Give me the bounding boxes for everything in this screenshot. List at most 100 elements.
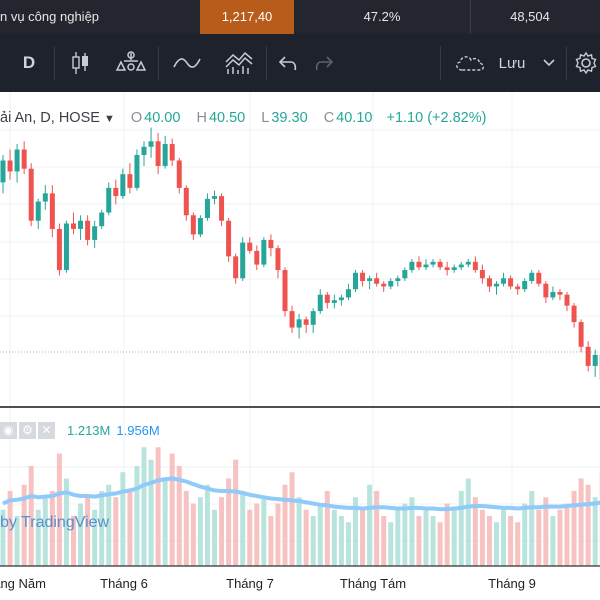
- volume-bar: [360, 509, 366, 566]
- candle: [28, 163, 34, 227]
- tradingview-watermark[interactable]: by TradingView: [0, 514, 110, 531]
- volume-bar: [578, 478, 584, 566]
- volume-bar: [543, 497, 549, 566]
- divider: [266, 46, 267, 80]
- volume-bar: [550, 516, 556, 566]
- candle-body: [317, 294, 323, 312]
- volume-bar: [303, 509, 309, 566]
- divider: [158, 46, 159, 80]
- volume-bar: [155, 447, 161, 566]
- candle-body: [275, 248, 281, 271]
- cloud-icon[interactable]: [452, 34, 488, 92]
- close-icon[interactable]: ✕: [38, 421, 55, 439]
- volume-bar: [367, 484, 373, 566]
- redo-icon[interactable]: [310, 34, 338, 92]
- candle-body: [529, 272, 535, 281]
- candle-body: [458, 264, 464, 268]
- volume-bar: [289, 472, 295, 566]
- caret-down-icon[interactable]: ▼: [103, 113, 115, 125]
- candle-body: [388, 281, 394, 287]
- volume-bar: [275, 503, 281, 566]
- candle: [155, 133, 161, 175]
- volume-bar: [56, 453, 62, 566]
- x-tick-label: Tháng 6: [100, 576, 148, 591]
- candle: [458, 261, 464, 271]
- candle: [374, 272, 380, 287]
- candle-body: [423, 264, 429, 268]
- candle: [557, 289, 563, 301]
- volume-bar: [472, 497, 478, 566]
- candle-body: [28, 168, 34, 221]
- volume-bar: [479, 509, 485, 566]
- ohlc-legend: ải An, D, HOSE ▼ O 40.00 H 40.50 L 39.30 C 40…: [0, 110, 486, 126]
- candle-body: [42, 193, 48, 202]
- candle-body: [219, 196, 225, 221]
- gear-icon[interactable]: [572, 34, 600, 92]
- candle: [49, 185, 55, 238]
- volume-value: 1.213M: [67, 422, 111, 438]
- candle-body: [451, 267, 457, 271]
- volume-bar: [240, 491, 246, 566]
- candle-body: [212, 196, 217, 199]
- candle: [381, 281, 387, 292]
- candle: [486, 275, 492, 292]
- undo-icon[interactable]: [274, 34, 302, 92]
- candle-body: [226, 220, 232, 257]
- candle-body: [571, 305, 577, 323]
- volume-bar: [226, 478, 232, 566]
- interval-button[interactable]: D: [22, 53, 36, 72]
- volume-legend: ◉ ⚙ ✕ 1.213M 1.956M: [0, 420, 160, 440]
- divider: [440, 46, 441, 80]
- candle-body: [0, 160, 6, 183]
- settings-icon[interactable]: ⚙: [19, 421, 36, 439]
- volume-bar: [49, 491, 55, 566]
- candle: [0, 155, 6, 194]
- symbol-title[interactable]: ải An, D, HOSE: [0, 110, 100, 126]
- close-label: C: [323, 110, 335, 126]
- candle-body: [148, 141, 154, 147]
- candle-body: [550, 291, 556, 298]
- volume-bar: [134, 466, 140, 566]
- candle: [71, 212, 76, 235]
- candle-body: [134, 155, 140, 188]
- candle: [141, 141, 147, 166]
- eye-icon[interactable]: ◉: [0, 421, 17, 439]
- volume-bar: [113, 497, 119, 566]
- candle-body: [289, 311, 295, 328]
- candle-body: [324, 294, 330, 303]
- compare-icon[interactable]: [112, 34, 150, 92]
- volume-bar: [148, 459, 154, 566]
- candle-body: [578, 322, 584, 347]
- candle-body: [127, 174, 133, 188]
- open-label: O: [130, 110, 143, 126]
- indicators-icon[interactable]: [220, 34, 258, 92]
- candle-body: [522, 281, 528, 290]
- candle-body: [536, 272, 542, 284]
- x-tick-label: Tháng Năm: [0, 576, 46, 591]
- volume-bar: [402, 503, 408, 566]
- candle-body: [592, 354, 598, 366]
- volume-bar: [388, 522, 394, 566]
- candlesticks: [0, 127, 600, 380]
- candle: [219, 193, 225, 227]
- volume-bar: [529, 491, 535, 566]
- volume-bar: [564, 503, 570, 566]
- volume-bar: [437, 522, 443, 566]
- chevron-down-icon[interactable]: [538, 34, 560, 92]
- candle-body: [190, 215, 196, 235]
- volume-bar: [557, 509, 563, 566]
- candle-body: [21, 149, 27, 169]
- candle: [522, 278, 528, 292]
- line-icon[interactable]: [168, 34, 206, 92]
- volume-bar: [585, 484, 591, 566]
- candle-body: [92, 226, 98, 240]
- candle: [63, 220, 69, 273]
- candle-body: [564, 294, 570, 306]
- volume-bar: [127, 491, 133, 566]
- candle-body: [254, 250, 260, 265]
- candles-icon[interactable]: [64, 34, 98, 92]
- save-button[interactable]: Lưu: [494, 34, 530, 92]
